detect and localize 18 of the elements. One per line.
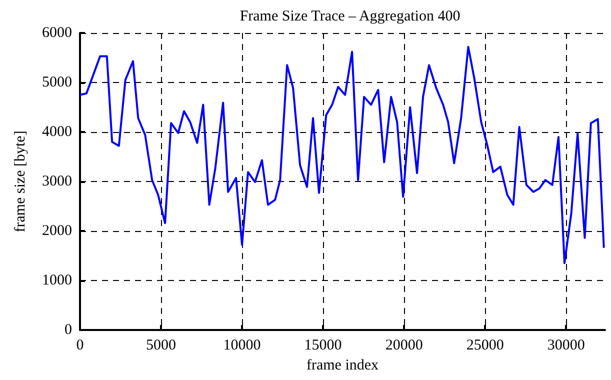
x-tick-label: 15000	[304, 338, 342, 354]
y-tick-label: 1000	[42, 272, 72, 288]
y-tick-label: 3000	[42, 174, 72, 190]
x-axis-title: frame index	[306, 357, 380, 374]
x-tick-label: 10000	[223, 338, 261, 354]
chart-title: Frame Size Trace – Aggregation 400	[240, 8, 460, 24]
line-series	[79, 46, 605, 264]
y-tick-label: 6000	[42, 25, 72, 41]
y-tick-label: 0	[64, 322, 72, 338]
x-tick-label: 25000	[466, 338, 504, 354]
y-tick-label: 2000	[42, 223, 72, 239]
x-tick-label: 5000	[146, 338, 176, 354]
y-tick-label: 5000	[42, 74, 72, 90]
x-tick-label: 20000	[385, 338, 423, 354]
y-tick-label: 4000	[42, 124, 72, 140]
x-tick-label: 30000	[547, 338, 585, 354]
y-axis-title: frame size [byte]	[12, 130, 28, 232]
x-tick-label: 0	[76, 338, 84, 354]
